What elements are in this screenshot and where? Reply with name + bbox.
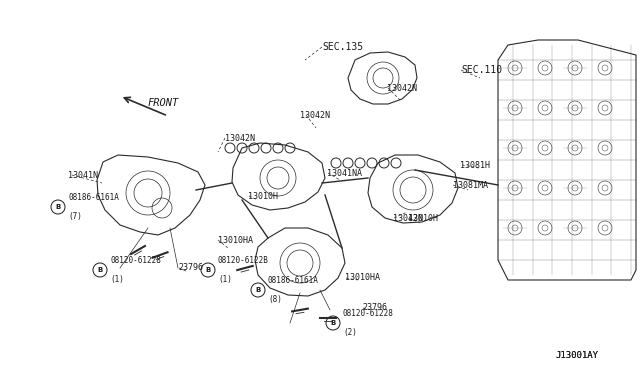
Text: J13001AY: J13001AY xyxy=(555,350,598,359)
Text: 13041N: 13041N xyxy=(68,170,98,180)
Text: 13010H: 13010H xyxy=(248,192,278,201)
Text: 08120-6122B: 08120-6122B xyxy=(218,256,269,265)
Text: 23796: 23796 xyxy=(362,304,387,312)
Text: 13010HA: 13010HA xyxy=(345,273,380,282)
Text: (7): (7) xyxy=(68,212,82,221)
Text: 08120-61228: 08120-61228 xyxy=(343,309,394,318)
Text: J13001AY: J13001AY xyxy=(555,350,598,359)
Text: SEC.110: SEC.110 xyxy=(461,65,502,75)
Text: B: B xyxy=(56,204,61,210)
Text: 08186-6161A: 08186-6161A xyxy=(68,193,119,202)
Text: 13042N: 13042N xyxy=(393,214,423,222)
Text: 13081MA: 13081MA xyxy=(453,180,488,189)
Text: 13081H: 13081H xyxy=(460,160,490,170)
Text: 08186-6161A: 08186-6161A xyxy=(268,276,319,285)
Text: (1): (1) xyxy=(218,275,232,284)
Text: (2): (2) xyxy=(343,328,357,337)
Text: 13042N: 13042N xyxy=(300,110,330,119)
Text: (1): (1) xyxy=(110,275,124,284)
Text: 13010H: 13010H xyxy=(408,214,438,222)
Text: 13041NA: 13041NA xyxy=(327,169,362,177)
Text: 23796: 23796 xyxy=(178,263,203,273)
Text: B: B xyxy=(255,287,260,293)
Text: 13042N: 13042N xyxy=(387,83,417,93)
Text: 08120-61228: 08120-61228 xyxy=(110,256,161,265)
Text: 13042N: 13042N xyxy=(225,134,255,142)
Text: 13010HA: 13010HA xyxy=(218,235,253,244)
Text: SEC.135: SEC.135 xyxy=(322,42,363,52)
Text: FRONT: FRONT xyxy=(148,98,179,108)
Text: B: B xyxy=(97,267,102,273)
Text: B: B xyxy=(330,320,335,326)
Text: B: B xyxy=(205,267,211,273)
Text: (8): (8) xyxy=(268,295,282,304)
